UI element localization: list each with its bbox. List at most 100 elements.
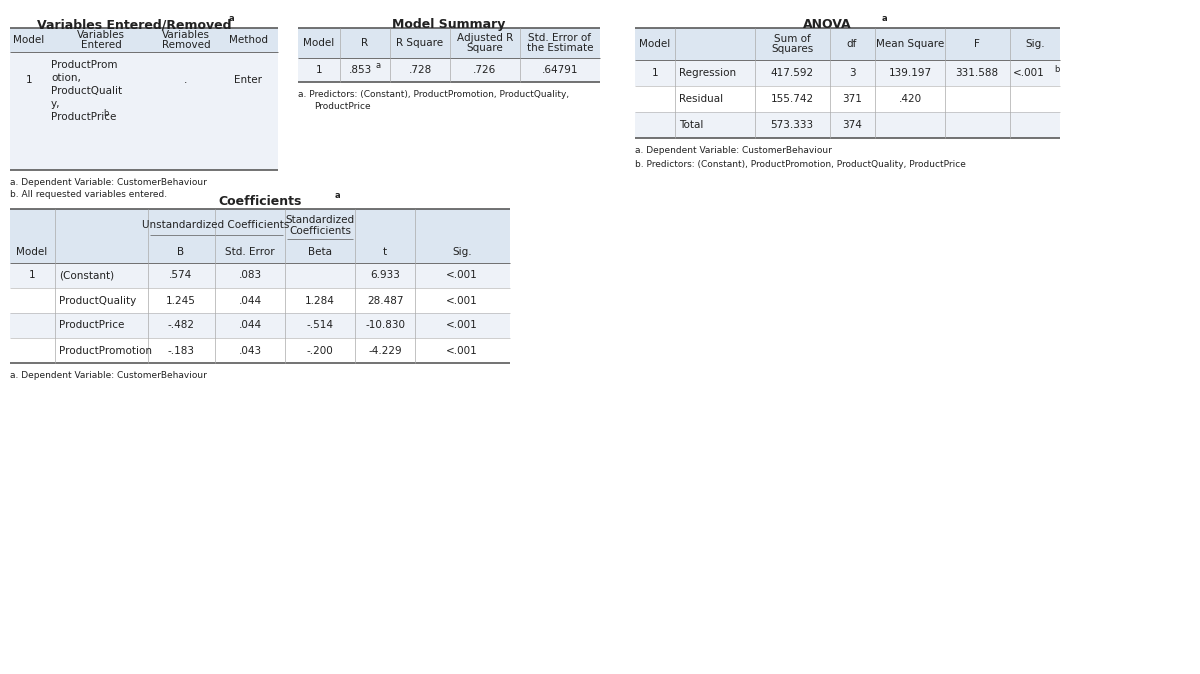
- Text: a. Dependent Variable: CustomerBehaviour: a. Dependent Variable: CustomerBehaviour: [10, 371, 206, 380]
- Text: 28.487: 28.487: [367, 295, 403, 305]
- Text: <.001: <.001: [446, 295, 478, 305]
- Text: Variables: Variables: [77, 30, 125, 40]
- Bar: [298, 28, 600, 58]
- Text: df: df: [847, 39, 857, 49]
- Text: 1.284: 1.284: [305, 295, 335, 305]
- Text: 1.245: 1.245: [166, 295, 196, 305]
- Bar: [10, 52, 278, 170]
- Text: .044: .044: [239, 295, 262, 305]
- Text: .853: .853: [348, 65, 372, 75]
- Text: .043: .043: [239, 346, 262, 355]
- Text: ProductPrice: ProductPrice: [59, 321, 125, 330]
- Text: .: .: [185, 75, 187, 85]
- Bar: [10, 338, 510, 363]
- Text: 1: 1: [652, 68, 659, 78]
- Bar: [10, 28, 278, 52]
- Text: b: b: [103, 109, 108, 117]
- Text: 374: 374: [842, 120, 862, 130]
- Bar: [635, 60, 1060, 86]
- Text: Regression: Regression: [679, 68, 736, 78]
- Text: otion,: otion,: [50, 73, 80, 83]
- Text: .420: .420: [899, 94, 922, 104]
- Text: <.001: <.001: [1013, 68, 1045, 78]
- Text: Sum of: Sum of: [774, 34, 810, 44]
- Text: Residual: Residual: [679, 94, 724, 104]
- Text: 6.933: 6.933: [370, 270, 400, 280]
- Text: 417.592: 417.592: [770, 68, 814, 78]
- Text: 573.333: 573.333: [770, 120, 814, 130]
- Text: Standardized: Standardized: [286, 215, 354, 225]
- Text: Enter: Enter: [234, 75, 262, 85]
- Text: <.001: <.001: [446, 270, 478, 280]
- Text: .044: .044: [239, 321, 262, 330]
- Text: Sig.: Sig.: [1025, 39, 1045, 49]
- Bar: [635, 28, 1060, 60]
- Text: -.482: -.482: [168, 321, 194, 330]
- Text: Mean Square: Mean Square: [876, 39, 944, 49]
- Text: B: B: [178, 247, 185, 257]
- Text: .574: .574: [169, 270, 193, 280]
- Text: 1: 1: [25, 75, 32, 85]
- Text: R: R: [361, 38, 368, 48]
- Text: -.200: -.200: [307, 346, 334, 355]
- Text: a. Dependent Variable: CustomerBehaviour: a. Dependent Variable: CustomerBehaviour: [635, 146, 832, 155]
- Text: ProductQuality: ProductQuality: [59, 295, 137, 305]
- Text: b: b: [1054, 65, 1060, 73]
- Text: Model: Model: [640, 39, 671, 49]
- Text: Variables Entered/Removed: Variables Entered/Removed: [37, 18, 232, 31]
- Text: Sig.: Sig.: [452, 247, 472, 257]
- Text: Model: Model: [304, 38, 335, 48]
- Text: a: a: [335, 191, 341, 200]
- Text: Model Summary: Model Summary: [392, 18, 505, 31]
- Text: a: a: [229, 14, 235, 23]
- Bar: [10, 209, 510, 241]
- Bar: [10, 241, 510, 263]
- Text: ProductPromotion: ProductPromotion: [59, 346, 152, 355]
- Text: t: t: [383, 247, 388, 257]
- Bar: [10, 288, 510, 313]
- Text: Std. Error: Std. Error: [226, 247, 275, 257]
- Text: -4.229: -4.229: [368, 346, 402, 355]
- Text: -.183: -.183: [168, 346, 194, 355]
- Text: Coefficients: Coefficients: [289, 226, 352, 236]
- Text: Variables: Variables: [162, 30, 210, 40]
- Text: Unstandardized Coefficients: Unstandardized Coefficients: [143, 220, 289, 230]
- Text: 139.197: 139.197: [888, 68, 931, 78]
- Bar: [298, 58, 600, 82]
- Text: a: a: [882, 14, 888, 23]
- Text: F: F: [974, 39, 980, 49]
- Text: ProductPrice: ProductPrice: [314, 102, 371, 111]
- Text: 371: 371: [842, 94, 862, 104]
- Text: ProductProm: ProductProm: [50, 60, 118, 70]
- Text: 1: 1: [316, 65, 323, 75]
- Text: <.001: <.001: [446, 321, 478, 330]
- Text: y,: y,: [50, 99, 60, 109]
- Text: the Estimate: the Estimate: [527, 43, 593, 53]
- Text: Method: Method: [228, 35, 268, 45]
- Text: Entered: Entered: [80, 40, 121, 50]
- Text: a. Predictors: (Constant), ProductPromotion, ProductQuality,: a. Predictors: (Constant), ProductPromot…: [298, 90, 569, 99]
- Text: a. Dependent Variable: CustomerBehaviour: a. Dependent Variable: CustomerBehaviour: [10, 178, 206, 187]
- Text: 3: 3: [848, 68, 856, 78]
- Text: Square: Square: [467, 43, 503, 53]
- Text: b. All requested variables entered.: b. All requested variables entered.: [10, 190, 167, 199]
- Text: ANOVA: ANOVA: [803, 18, 851, 31]
- Text: Coefficients: Coefficients: [218, 195, 301, 208]
- Text: .726: .726: [473, 65, 497, 75]
- Text: .083: .083: [239, 270, 262, 280]
- Text: R Square: R Square: [396, 38, 444, 48]
- Text: Total: Total: [679, 120, 703, 130]
- Text: -10.830: -10.830: [365, 321, 406, 330]
- Text: Squares: Squares: [770, 44, 814, 54]
- Text: .728: .728: [408, 65, 432, 75]
- Text: 155.742: 155.742: [770, 94, 814, 104]
- Text: ProductQualit: ProductQualit: [50, 86, 122, 96]
- Text: Model: Model: [13, 35, 44, 45]
- Text: 331.588: 331.588: [955, 68, 998, 78]
- Text: a: a: [374, 61, 380, 71]
- Text: 1: 1: [29, 270, 35, 280]
- Text: Beta: Beta: [308, 247, 332, 257]
- Text: <.001: <.001: [446, 346, 478, 355]
- Text: .64791: .64791: [541, 65, 578, 75]
- Text: Model: Model: [17, 247, 48, 257]
